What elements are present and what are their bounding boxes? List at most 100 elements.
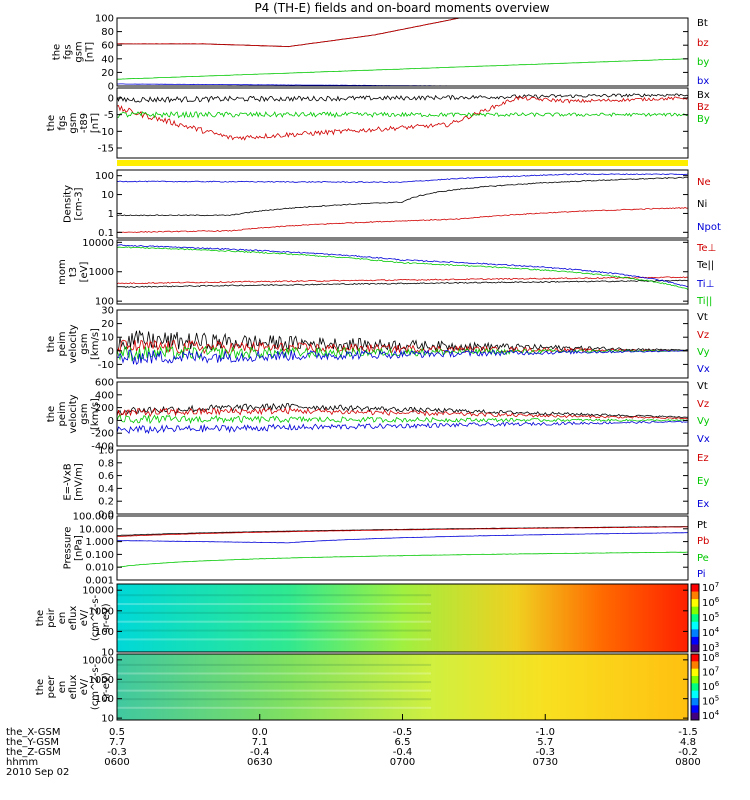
trace-Ni [116, 176, 689, 217]
y-tick-label: 80 [101, 27, 114, 38]
y-tick-label: 1000 [89, 675, 114, 686]
colorbar-frame [690, 653, 700, 721]
y-axis-label: mom [57, 259, 68, 285]
legend-Vz: Vz [697, 330, 709, 341]
legend-Vt: Vt [697, 381, 708, 392]
x-row-value: -0.3 [535, 747, 555, 758]
y-axis-label: the [52, 44, 63, 60]
legend-Pb: Pb [697, 536, 709, 547]
y-axis-label: gsm [74, 41, 85, 62]
legend-Bz: Bz [697, 102, 709, 113]
colorbar-exponent: 8 [715, 651, 719, 659]
y-tick-label: 0 [108, 82, 114, 93]
panel-frame [116, 169, 689, 239]
panel-frame [116, 449, 689, 515]
y-tick-label: 0 [108, 416, 114, 427]
y-axis-label: eflux [68, 675, 79, 700]
colorbar-segment [691, 591, 699, 600]
legend-Te||: Te|| [696, 260, 714, 271]
y-axis-label: [nT] [90, 113, 101, 133]
y-tick-label: 10 [101, 333, 114, 344]
y-axis-label: gsm [79, 403, 90, 424]
y-axis-label: [eV] [79, 262, 90, 283]
colorbar-segment [691, 621, 699, 630]
quality-flag-bar [117, 160, 688, 166]
y-tick-label: 10 [101, 648, 114, 659]
trace-Ne [116, 207, 689, 234]
y-axis-label: [km/s] [90, 328, 101, 360]
trace-Npot [116, 173, 689, 184]
y-tick-label: 100 [95, 627, 114, 638]
y-tick-label: 100 [95, 14, 114, 25]
y-axis-label: fgs [63, 44, 74, 59]
colorbar-exponent: 5 [715, 695, 719, 703]
y-tick-label: 10000 [82, 238, 114, 249]
panel-p3: 0.1 1 10 100 Density [cm-3] Ne Ni Npot [63, 169, 721, 239]
panel-p5: -10 0 10 20 30 the peim velocity gsm [km/s] Vt Vz Vy… [46, 306, 710, 379]
colorbar-label: 105 [702, 695, 719, 708]
x-row-label: the_X-GSM [6, 727, 60, 738]
colorbar-label: 107 [702, 581, 719, 594]
colorbar-exponent: 7 [715, 581, 719, 589]
x-row-value: -0.4 [393, 747, 413, 758]
legend-bx: bx [697, 76, 709, 87]
y-axis-label: eV/ [79, 678, 90, 695]
x-row-value: 0800 [675, 757, 700, 768]
spectrogram-band [117, 689, 432, 692]
legend-Ti||: Ti|| [696, 296, 712, 307]
colorbar-label: 106 [702, 596, 720, 609]
legend-Pt: Pt [697, 520, 707, 531]
colorbar-segment [691, 683, 699, 692]
legend-Ey: Ey [697, 476, 709, 487]
y-axis-label: Pressure [63, 527, 74, 570]
y-tick-label: 0.4 [98, 484, 114, 495]
panel-p7: 0.0 0.2 0.4 0.6 0.81.0 E=-VxB [mV/m] Ez Ey Ex [63, 446, 710, 521]
colorbar-segment [691, 584, 699, 593]
y-tick-label: 1000 [89, 267, 114, 278]
colorbar-exponent: 3 [715, 641, 719, 649]
colorbar-label: 105 [702, 611, 719, 624]
colorbar-segment [691, 698, 699, 706]
y-tick-label: -10 [98, 360, 114, 371]
spectrogram-band [117, 672, 432, 675]
x-row-value: 0.5 [109, 727, 125, 738]
spectrogram-band [117, 594, 432, 597]
trace-Vy [116, 414, 689, 425]
y-tick-label: 0.100 [85, 550, 114, 561]
y-axis-label: gsm [68, 112, 79, 133]
colorbar-exponent: 5 [715, 611, 719, 619]
legend-Ni: Ni [697, 199, 707, 210]
x-row-value: -0.4 [250, 747, 270, 758]
legend-Vx: Vx [697, 364, 710, 375]
legend-Vt: Vt [697, 312, 708, 323]
y-tick-label: 100.000 [73, 512, 114, 523]
y-tick-label: 1000 [89, 606, 114, 617]
legend-Bx: Bx [697, 90, 710, 101]
legend-Ti⊥: Ti⊥ [696, 279, 714, 290]
spectrogram-band [117, 629, 432, 632]
colorbar-segment [691, 606, 699, 615]
colorbar-segment [691, 629, 699, 638]
y-tick-label: 10000 [82, 655, 114, 666]
legend-By: By [697, 114, 710, 125]
legend-Npot: Npot [697, 222, 721, 233]
y-tick-label: -200 [91, 429, 114, 440]
trace-by [117, 58, 688, 80]
date-label: 2010 Sep 02 [6, 767, 69, 778]
y-tick-label: 0.2 [98, 497, 114, 508]
y-tick-label: 100 [95, 171, 114, 182]
y-axis-label: the [46, 406, 57, 422]
y-axis-label: Density [63, 185, 74, 223]
legend-by: by [697, 57, 709, 68]
legend-Ez: Ez [697, 453, 709, 464]
legend-Ex: Ex [697, 499, 709, 510]
colorbar-segment [691, 705, 699, 714]
y-axis-label: the [35, 610, 46, 626]
x-row-value: 0700 [390, 757, 415, 768]
panel-frame [116, 309, 689, 379]
legend-Bt: Bt [697, 18, 708, 29]
colorbar-segment [691, 712, 699, 721]
